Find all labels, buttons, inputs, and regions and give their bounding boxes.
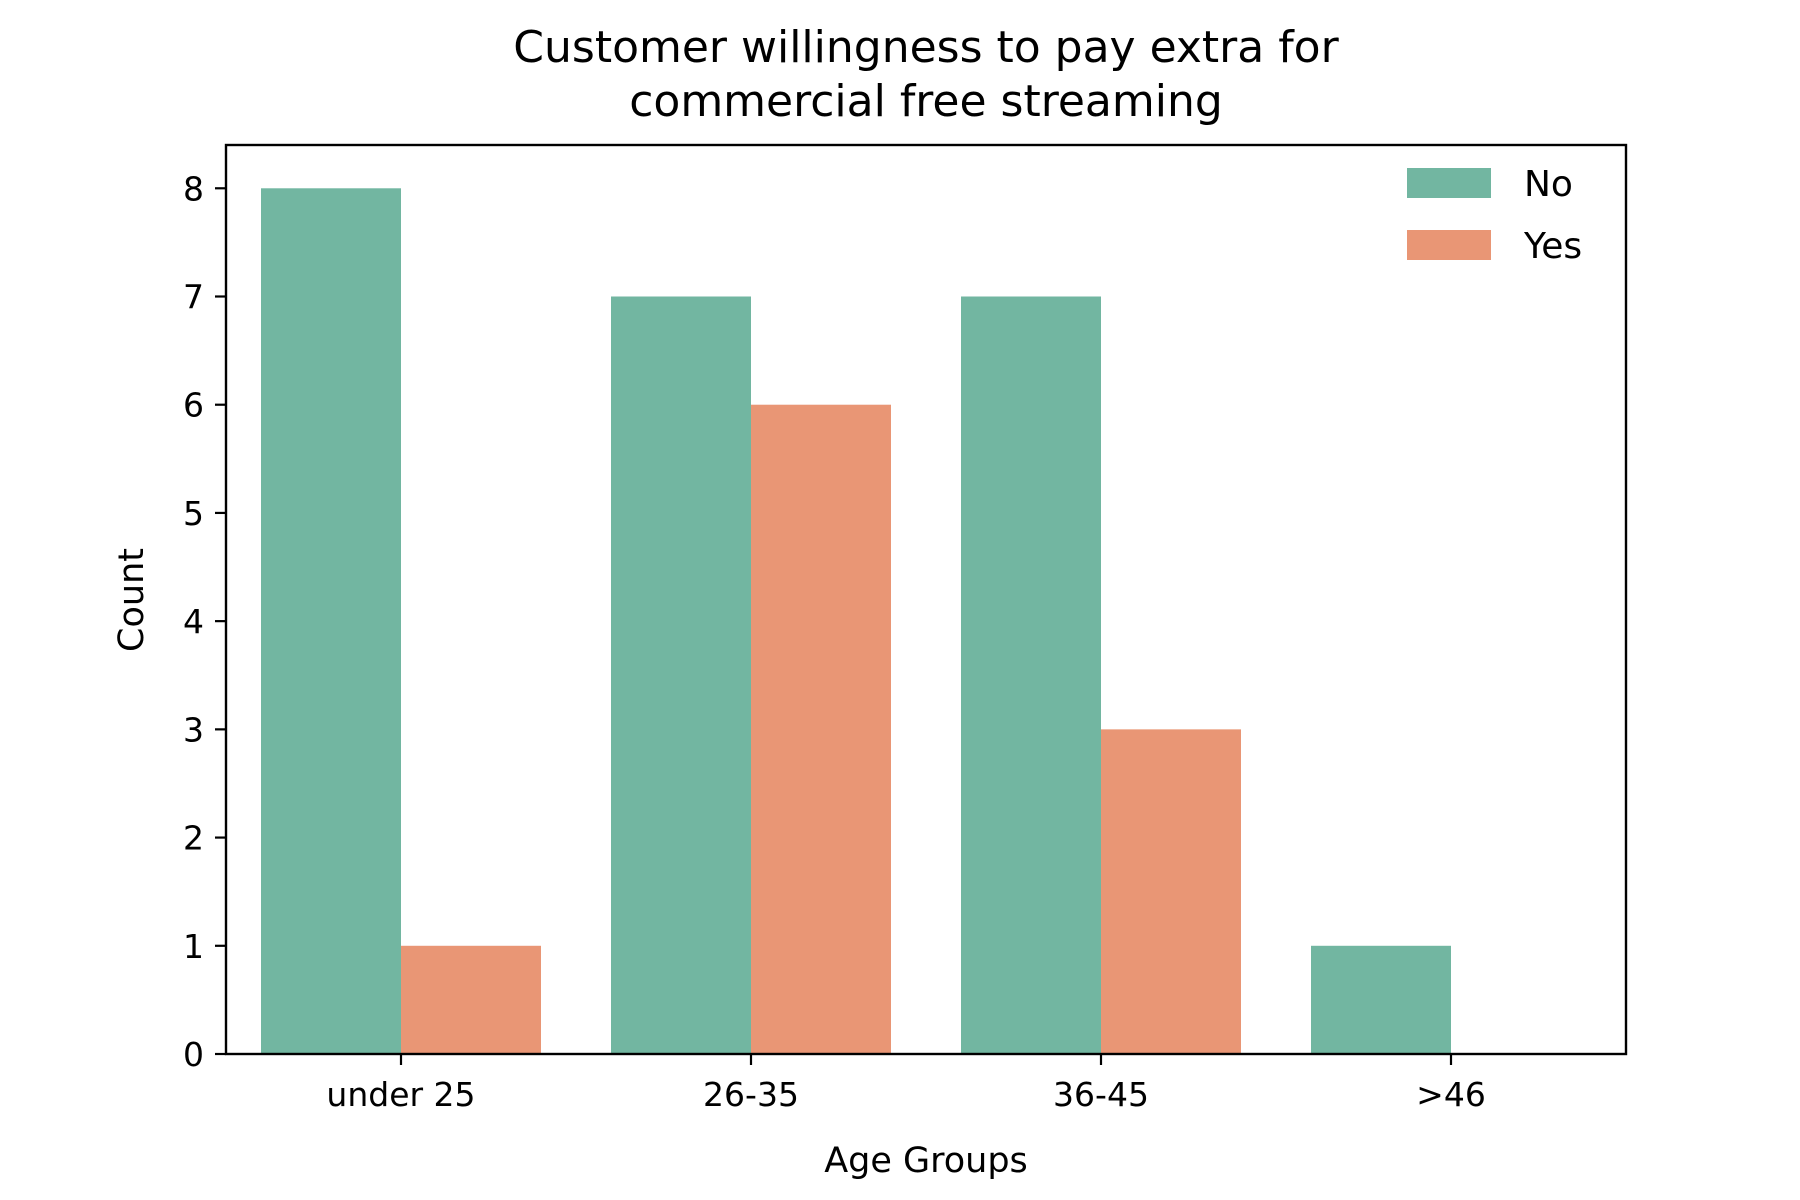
plot-frame bbox=[224, 143, 1628, 1056]
legend: No Yes bbox=[1407, 164, 1582, 267]
bar-yes-2 bbox=[1101, 729, 1241, 1054]
x-tick-label: 36-45 bbox=[1053, 1075, 1149, 1114]
chart-title-line-1: Customer willingness to pay extra for bbox=[513, 22, 1339, 73]
chart-title-line-2: commercial free streaming bbox=[629, 76, 1223, 127]
y-tick-label: 4 bbox=[183, 602, 204, 641]
bar-no-1 bbox=[611, 296, 751, 1054]
legend-label-no: No bbox=[1524, 164, 1573, 205]
y-axis-label: Count bbox=[112, 548, 152, 652]
legend-swatch-no bbox=[1407, 168, 1491, 198]
bar-no-2 bbox=[961, 296, 1101, 1054]
y-tick-label: 5 bbox=[183, 494, 204, 533]
bars-group bbox=[261, 188, 1451, 1055]
x-tick-label: under 25 bbox=[326, 1075, 475, 1114]
legend-swatch-yes bbox=[1407, 230, 1491, 260]
y-tick-label: 2 bbox=[183, 819, 204, 858]
x-axis-ticks: under 25 26-35 36-45 >46 bbox=[326, 1054, 1486, 1114]
bar-no-3 bbox=[1311, 945, 1451, 1054]
y-tick-label: 7 bbox=[183, 278, 204, 317]
y-tick-label: 8 bbox=[183, 169, 204, 208]
y-tick-label: 3 bbox=[183, 710, 204, 749]
x-tick-label: >46 bbox=[1416, 1075, 1486, 1114]
bar-yes-1 bbox=[751, 404, 891, 1055]
legend-label-yes: Yes bbox=[1523, 226, 1582, 267]
x-tick-label: 26-35 bbox=[703, 1075, 799, 1114]
y-tick-label: 1 bbox=[183, 927, 204, 966]
y-tick-label: 0 bbox=[183, 1035, 204, 1074]
y-axis-ticks: 0 1 2 3 4 5 6 7 8 bbox=[183, 169, 226, 1074]
bar-yes-0 bbox=[401, 945, 541, 1054]
x-axis-label: Age Groups bbox=[824, 1141, 1028, 1181]
bar-no-0 bbox=[261, 188, 401, 1055]
y-tick-label: 6 bbox=[183, 386, 204, 425]
